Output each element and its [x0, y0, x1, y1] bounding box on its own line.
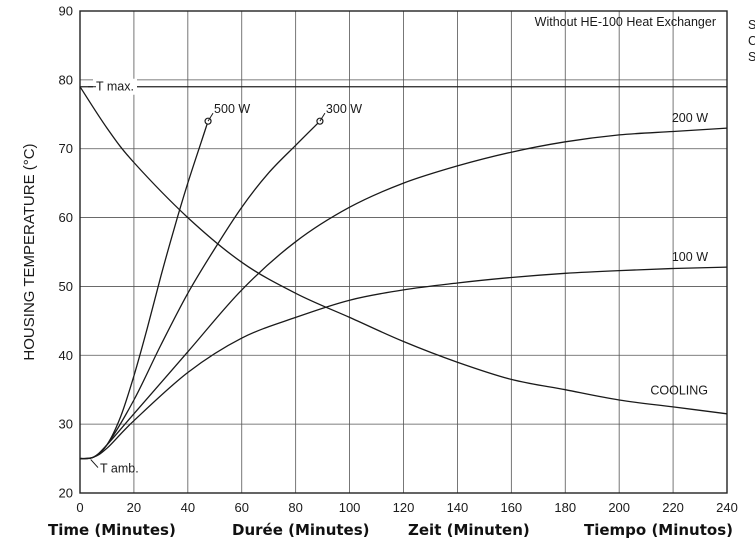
- series-label-100w: 100 W: [672, 250, 708, 264]
- series-label-300w: 300 W: [326, 102, 362, 116]
- series-line-300-w: [79, 120, 321, 460]
- x-tick-label: 0: [76, 500, 83, 515]
- y-tick-label: 70: [59, 141, 73, 156]
- x-tick-label: 180: [554, 500, 576, 515]
- x-tick-label: 120: [393, 500, 415, 515]
- x-tick-label: 240: [716, 500, 738, 515]
- tmax-label: T max.: [96, 80, 134, 94]
- leader-line-300w: [319, 112, 326, 122]
- box-label: Without HE-100 Heat Exchanger: [535, 15, 716, 29]
- y-tick-label: 90: [59, 4, 73, 19]
- series-line-500-w: [79, 120, 209, 460]
- x-tick-label: 220: [662, 500, 684, 515]
- x-tick-labels: 0 20 40 60 80 100 120 140 160 180 200 220 240: [76, 500, 737, 515]
- plot-frame: [79, 10, 728, 494]
- x-axis-label-english: Time (Minutes): [48, 521, 176, 539]
- tamb-leader: [90, 459, 99, 468]
- x-axis-label-french: Durée (Minutes): [232, 521, 370, 539]
- y-tick-label: 40: [59, 348, 73, 363]
- y-tick-label: 30: [59, 417, 73, 432]
- series-line-100-w: [79, 266, 728, 460]
- y-tick-label: 50: [59, 279, 73, 294]
- series-label-cooling: COOLING: [650, 384, 708, 398]
- y-tick-label: 60: [59, 210, 73, 225]
- leader-line-500w: [207, 112, 214, 122]
- cropped-side-text-2: C: [748, 34, 755, 48]
- x-axis-label-spanish: Tiempo (Minutos): [584, 521, 733, 539]
- series-label-500w: 500 W: [214, 102, 250, 116]
- series-line-200-w: [79, 127, 728, 460]
- x-tick-label: 200: [608, 500, 630, 515]
- y-tick-label: 20: [59, 486, 73, 501]
- x-tick-label: 40: [181, 500, 195, 515]
- x-tick-label: 100: [339, 500, 361, 515]
- series-group: [79, 86, 728, 460]
- grid: [80, 11, 727, 493]
- y-tick-labels: 20 30 40 50 60 70 80 90: [59, 4, 73, 501]
- x-axis-label-german: Zeit (Minuten): [408, 521, 530, 539]
- x-tick-label: 140: [447, 500, 469, 515]
- x-tick-label: 160: [500, 500, 522, 515]
- series-label-200w: 200 W: [672, 111, 708, 125]
- y-axis-label: HOUSING TEMPERATURE (°C): [21, 143, 38, 360]
- annotations: 500 W 300 W 200 W 100 W COOLING T max. T amb. W…: [80, 15, 716, 476]
- cropped-side-text-1: S: [748, 18, 755, 32]
- series-line-cooling: [79, 86, 728, 415]
- cropped-side-text-3: S: [748, 50, 755, 64]
- tamb-label: T amb.: [100, 462, 139, 476]
- x-tick-label: 20: [127, 500, 141, 515]
- chart: 0 20 40 60 80 100 120 140 160 180 200 220 240 203040…: [21, 4, 738, 516]
- y-tick-label: 80: [59, 72, 73, 87]
- tmax-label-bg: [93, 78, 137, 95]
- x-axis-labels: Time (Minutes) Durée (Minutes) Zeit (Min…: [0, 521, 755, 545]
- x-tick-label: 80: [288, 500, 302, 515]
- x-tick-label: 60: [235, 500, 249, 515]
